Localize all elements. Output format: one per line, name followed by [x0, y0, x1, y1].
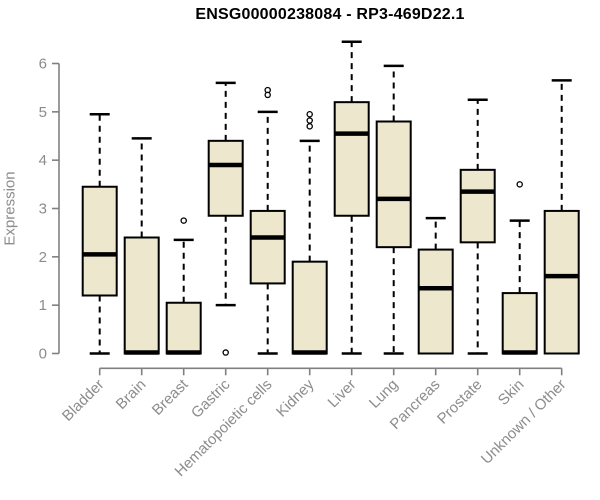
boxplot-unknown-other — [543, 79, 580, 355]
boxplot-kidney — [291, 111, 328, 355]
box — [501, 292, 538, 355]
box — [81, 185, 118, 297]
outlier-point — [264, 91, 271, 99]
boxplot-breast — [165, 217, 202, 355]
y-tick-label: 2 — [39, 249, 47, 266]
y-axis-label: Expression — [1, 171, 19, 246]
x-category-label-brain: Brain — [113, 376, 150, 413]
box — [165, 301, 202, 355]
boxplot-gastric — [207, 81, 244, 356]
y-tick-label: 5 — [39, 104, 47, 121]
box — [375, 120, 412, 249]
boxplot-liver — [333, 40, 370, 355]
box — [207, 139, 244, 217]
box — [291, 260, 328, 355]
x-category-label-liver: Liver — [325, 376, 360, 411]
x-category-label-prostate: Prostate — [434, 376, 486, 428]
box — [417, 248, 454, 355]
boxplot-lung — [375, 64, 412, 355]
boxplot-skin — [501, 181, 538, 355]
x-category-label-breast: Breast — [149, 376, 192, 419]
boxplot-prostate — [459, 98, 496, 355]
x-category-label-kidney: Kidney — [273, 376, 318, 421]
y-tick-label: 6 — [39, 56, 47, 73]
outlier-point — [306, 117, 313, 124]
y-tick-label: 1 — [39, 297, 47, 314]
box — [123, 236, 160, 355]
outlier-point — [306, 111, 313, 118]
y-tick-label: 3 — [39, 201, 47, 218]
outlier-point — [180, 217, 187, 224]
boxplot-bladder — [81, 113, 118, 355]
outlier-point — [222, 349, 229, 356]
y-tick-label: 4 — [39, 152, 47, 169]
y-tick-label: 0 — [39, 346, 47, 363]
x-category-label-skin: Skin — [495, 376, 528, 409]
outlier-point — [306, 123, 313, 130]
box — [333, 101, 370, 217]
x-category-label-lung: Lung — [366, 376, 402, 412]
chart-title: ENSG00000238084 - RP3-469D22.1 — [195, 6, 465, 23]
box — [543, 209, 580, 355]
box — [249, 209, 286, 285]
x-category-label-bladder: Bladder — [59, 376, 108, 425]
boxplot-pancreas — [417, 216, 454, 355]
outlier-point — [516, 181, 523, 188]
boxplot-hematopoietic-cells — [249, 86, 286, 355]
box — [459, 168, 496, 244]
boxplot-brain — [123, 137, 160, 355]
